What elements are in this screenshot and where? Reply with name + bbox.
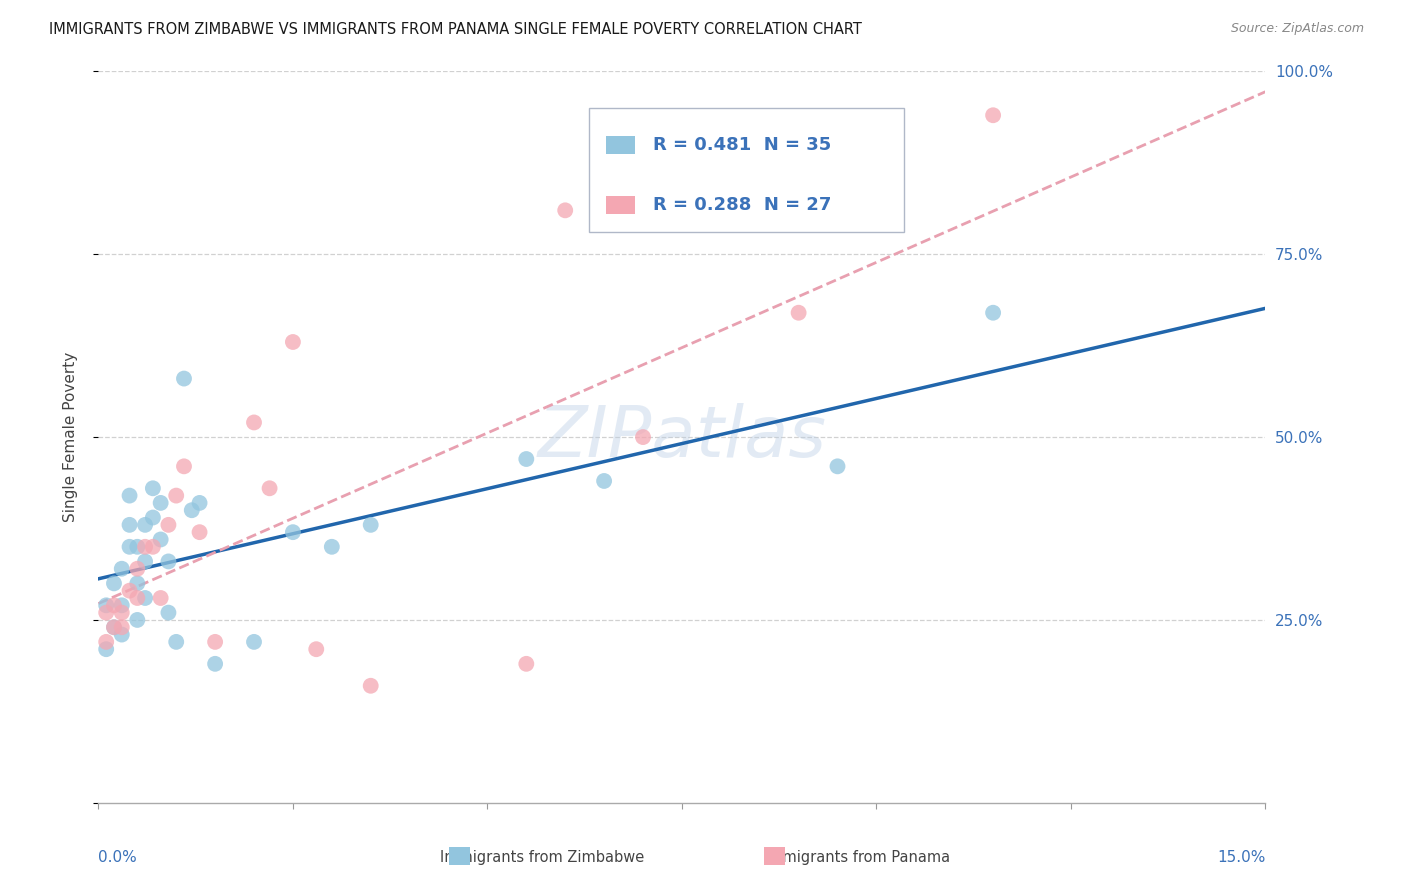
FancyBboxPatch shape xyxy=(589,108,904,232)
Point xyxy=(360,517,382,532)
Text: Immigrants from Zimbabwe: Immigrants from Zimbabwe xyxy=(440,850,644,865)
Point xyxy=(103,576,125,591)
Point xyxy=(631,430,654,444)
Point xyxy=(111,627,134,641)
Point xyxy=(127,591,149,605)
Point xyxy=(787,306,810,320)
Point xyxy=(96,635,118,649)
Point xyxy=(157,517,180,532)
Point xyxy=(149,496,172,510)
Point xyxy=(173,371,195,385)
Point xyxy=(103,599,125,613)
Point xyxy=(142,481,165,495)
Point xyxy=(554,203,576,218)
Point xyxy=(127,562,149,576)
Point xyxy=(157,554,180,568)
Point xyxy=(165,635,187,649)
Text: 15.0%: 15.0% xyxy=(1218,850,1265,865)
Point xyxy=(188,496,211,510)
Point xyxy=(111,606,134,620)
Point xyxy=(173,459,195,474)
Point xyxy=(142,510,165,524)
FancyBboxPatch shape xyxy=(606,136,636,154)
Point xyxy=(127,540,149,554)
Point xyxy=(118,540,141,554)
Point xyxy=(157,606,180,620)
Point xyxy=(149,533,172,547)
Point xyxy=(111,599,134,613)
Point xyxy=(149,591,172,605)
Point xyxy=(134,517,156,532)
Point xyxy=(827,459,849,474)
FancyBboxPatch shape xyxy=(606,195,636,214)
Point xyxy=(134,554,156,568)
Y-axis label: Single Female Poverty: Single Female Poverty xyxy=(63,352,77,522)
Point xyxy=(188,525,211,540)
Point xyxy=(111,562,134,576)
Point xyxy=(305,642,328,657)
Point xyxy=(259,481,281,495)
FancyBboxPatch shape xyxy=(449,847,470,865)
Text: R = 0.288  N = 27: R = 0.288 N = 27 xyxy=(652,196,831,214)
Text: 0.0%: 0.0% xyxy=(98,850,138,865)
Point xyxy=(281,334,304,349)
Point xyxy=(593,474,616,488)
Point xyxy=(103,620,125,634)
Point xyxy=(118,489,141,503)
Point xyxy=(127,576,149,591)
Point xyxy=(204,657,226,671)
Point xyxy=(321,540,343,554)
Text: Source: ZipAtlas.com: Source: ZipAtlas.com xyxy=(1230,22,1364,36)
Text: IMMIGRANTS FROM ZIMBABWE VS IMMIGRANTS FROM PANAMA SINGLE FEMALE POVERTY CORRELA: IMMIGRANTS FROM ZIMBABWE VS IMMIGRANTS F… xyxy=(49,22,862,37)
Point xyxy=(118,583,141,598)
Point xyxy=(118,517,141,532)
Point xyxy=(204,635,226,649)
Point xyxy=(111,620,134,634)
Point xyxy=(165,489,187,503)
Text: R = 0.481  N = 35: R = 0.481 N = 35 xyxy=(652,136,831,154)
Text: ZIPatlas: ZIPatlas xyxy=(537,402,827,472)
Point xyxy=(103,620,125,634)
Point xyxy=(96,599,118,613)
Point xyxy=(243,416,266,430)
Point xyxy=(134,540,156,554)
Point xyxy=(134,591,156,605)
Point xyxy=(243,635,266,649)
Point xyxy=(981,108,1004,122)
Point xyxy=(281,525,304,540)
Point xyxy=(142,540,165,554)
Point xyxy=(981,306,1004,320)
FancyBboxPatch shape xyxy=(763,847,785,865)
Point xyxy=(127,613,149,627)
Point xyxy=(96,606,118,620)
Point xyxy=(360,679,382,693)
Point xyxy=(180,503,202,517)
Text: Immigrants from Panama: Immigrants from Panama xyxy=(763,850,950,865)
Point xyxy=(96,642,118,657)
Point xyxy=(515,657,537,671)
Point xyxy=(515,452,537,467)
